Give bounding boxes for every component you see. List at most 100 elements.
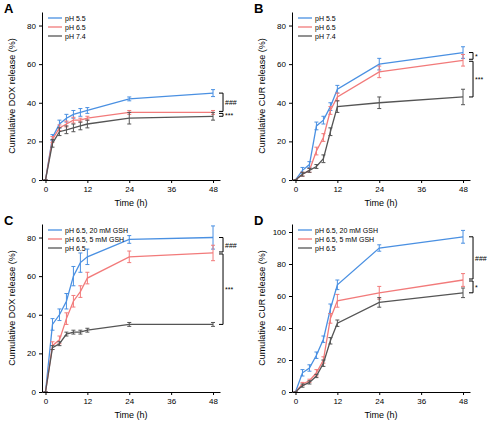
x-tick: 48 (209, 392, 218, 406)
x-tick-label: 24 (375, 185, 384, 194)
x-tick-label: 0 (294, 185, 299, 194)
x-tick: 36 (417, 180, 426, 194)
significance-bracket (219, 238, 223, 252)
x-tick: 48 (209, 180, 218, 194)
y-tick-mark (39, 64, 42, 65)
error-bar (335, 320, 339, 326)
x-tick-label: 12 (333, 397, 342, 406)
x-tick: 12 (83, 392, 92, 406)
error-bar (328, 304, 332, 314)
error-bar (321, 116, 325, 124)
legend-entry: pH 5.5 (298, 15, 336, 23)
significance-label: *** (475, 76, 483, 83)
x-tick-label: 36 (417, 397, 426, 406)
y-tick: 40 (27, 311, 42, 320)
x-tick: 0 (44, 392, 49, 406)
y-tick: 100 (273, 228, 292, 237)
legend-entry: pH 6.5 (48, 245, 86, 253)
plot: 012243648020406080Time (h)Cumulative DOX… (7, 13, 237, 209)
error-bar (335, 93, 339, 101)
series (43, 90, 215, 180)
legend-label: pH 6.5, 20 mM GSH (65, 227, 128, 235)
legend-entry: pH 5.5 (48, 15, 86, 23)
legend-swatch (48, 238, 62, 239)
y-tick-label: 60 (27, 60, 36, 69)
significance-label: ### (475, 255, 487, 262)
x-tick-mark (213, 180, 214, 183)
legend-entry: pH 6.5, 20 mM GSH (48, 227, 128, 235)
series (293, 288, 465, 392)
error-bar (328, 107, 332, 115)
x-tick-label: 0 (44, 397, 49, 406)
series-line (295, 53, 463, 180)
x-tick: 12 (83, 180, 92, 194)
x-tick-mark (421, 180, 422, 183)
y-tick-mark (39, 392, 42, 393)
x-axis-line (293, 180, 471, 181)
error-bar (57, 128, 61, 136)
y-tick: 80 (277, 22, 292, 31)
panel: A012243648020406080Time (h)Cumulative DO… (4, 1, 237, 208)
y-tick-mark (39, 276, 42, 277)
y-axis-line (292, 225, 293, 393)
legend-label: pH 6.5 (315, 24, 336, 32)
x-axis: 012243648 (293, 392, 471, 406)
y-tick: 60 (27, 60, 42, 69)
panel-label: B (254, 1, 263, 16)
x-tick-label: 12 (83, 185, 92, 194)
error-bar (461, 288, 465, 298)
x-axis-title: Time (h) (114, 198, 147, 208)
series (293, 89, 465, 180)
x-axis-title: Time (h) (364, 198, 397, 208)
x-axis-line (43, 392, 221, 393)
error-bar (461, 230, 465, 243)
legend-entry: pH 6.5 (298, 245, 336, 253)
x-tick: 0 (294, 180, 299, 194)
error-bar (64, 313, 68, 325)
y-tick: 60 (277, 60, 292, 69)
legend-swatch (298, 238, 312, 239)
error-bar (64, 126, 68, 134)
x-tick: 48 (459, 180, 468, 194)
y-tick: 40 (277, 99, 292, 108)
y-axis-title: Cumulative CUR release (%) (257, 38, 267, 154)
error-bar (321, 155, 325, 163)
y-tick-mark (39, 353, 42, 354)
panel: D012243648020406080100Time (h)Cumulative… (254, 213, 487, 420)
series-line (45, 238, 213, 392)
panel-label: C (4, 213, 14, 228)
y-tick-label: 0 (32, 176, 37, 185)
error-bar (71, 266, 75, 285)
error-bar (127, 236, 131, 244)
y-tick: 40 (277, 324, 292, 333)
y-tick-mark (289, 64, 292, 65)
error-bar (71, 330, 75, 334)
x-tick: 0 (294, 392, 299, 406)
error-bar (307, 381, 311, 384)
legend-label: pH 5.5 (315, 15, 336, 23)
error-bar (321, 360, 325, 366)
series-line (295, 60, 463, 180)
series (43, 226, 215, 392)
error-bar (335, 294, 339, 307)
legend-swatch (298, 17, 312, 18)
plot: 012243648020406080Time (h)Cumulative CUR… (257, 13, 483, 209)
series-line (295, 97, 463, 180)
y-axis: 020406080 (277, 13, 292, 186)
legend-entry: pH 6.5, 20 mM GSH (298, 227, 378, 235)
legend-swatch (48, 35, 62, 36)
significance-bracket (469, 281, 473, 293)
y-axis-line (42, 13, 43, 181)
x-tick-label: 0 (44, 185, 49, 194)
y-tick-mark (289, 232, 292, 233)
x-tick: 24 (375, 392, 384, 406)
x-tick-mark (171, 180, 172, 183)
legend: pH 6.5, 20 mM GSHpH 6.5, 5 mM GSHpH 6.5 (48, 227, 128, 253)
y-tick-mark (39, 103, 42, 104)
error-bar (293, 392, 297, 393)
marks (293, 230, 465, 392)
error-bar (335, 101, 339, 113)
error-bar (78, 122, 82, 130)
marks (43, 90, 215, 180)
x-axis: 012243648 (43, 392, 221, 406)
